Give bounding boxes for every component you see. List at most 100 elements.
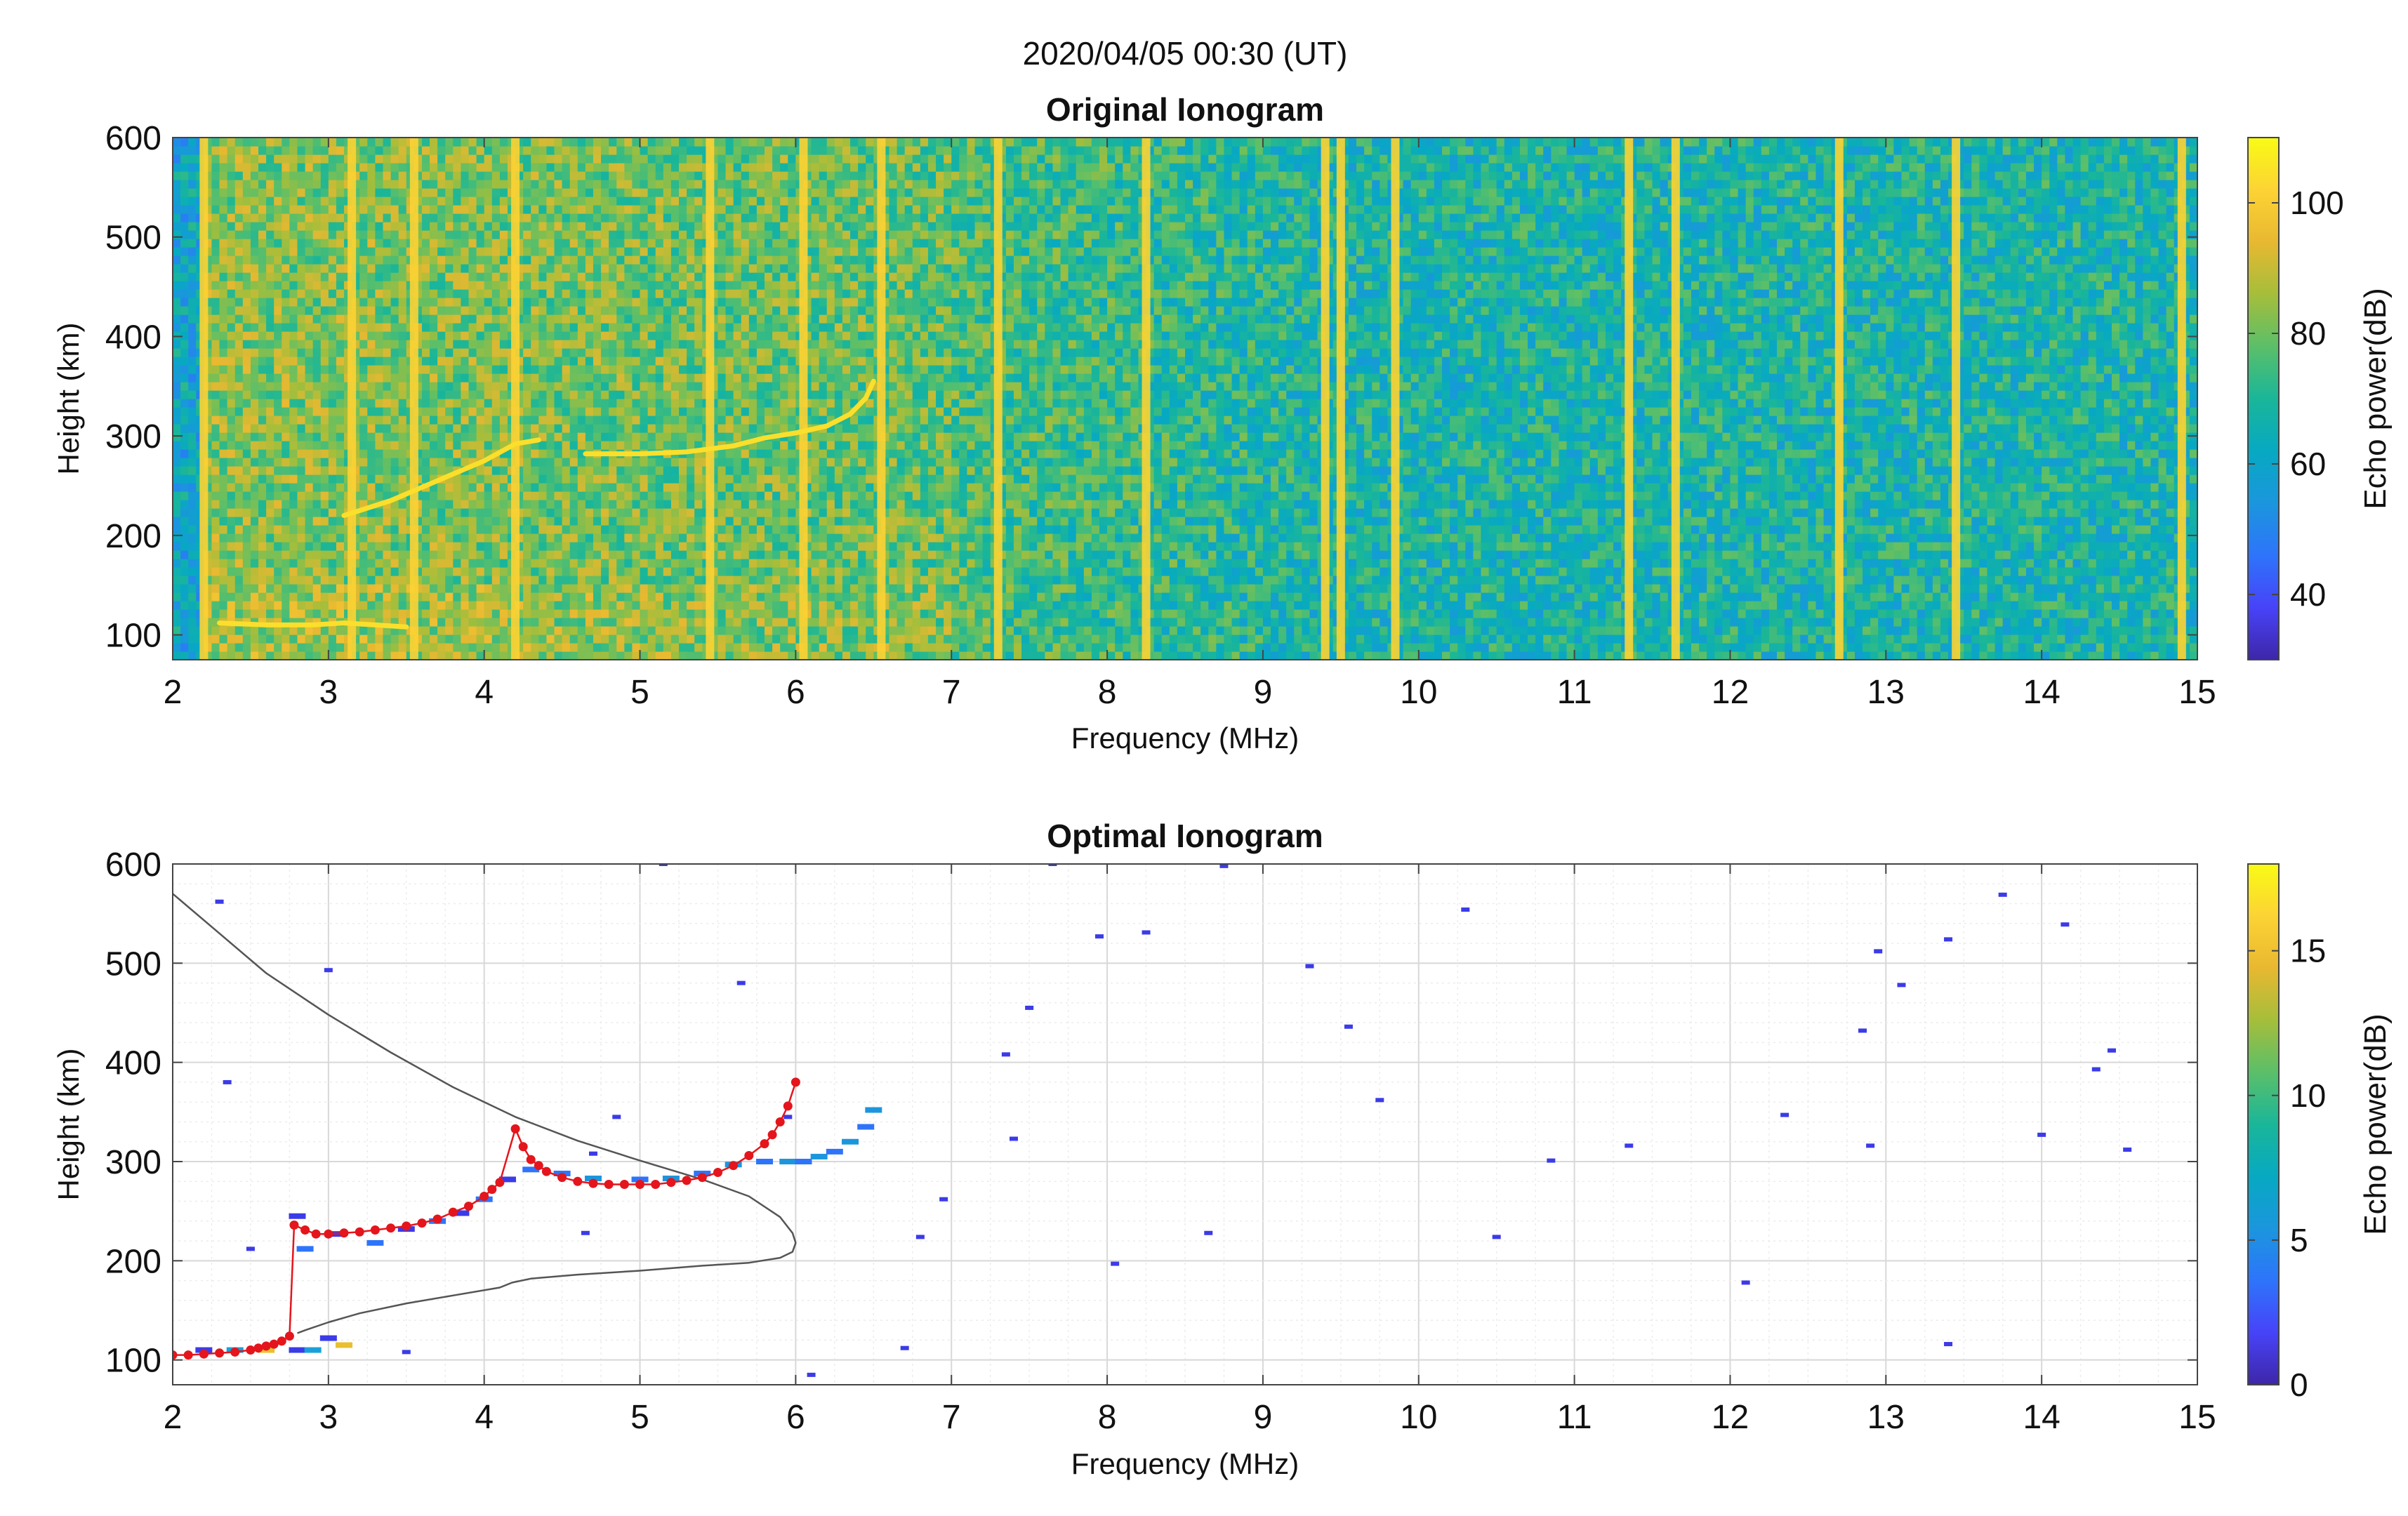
heatmap-cell [274,550,282,559]
heatmap-cell [383,550,392,559]
heatmap-cell [227,415,236,425]
heatmap-cell [383,306,392,315]
heatmap-cell [453,289,462,298]
heatmap-cell [219,281,228,290]
heatmap-cell [367,618,376,627]
heatmap-cell [601,180,609,189]
heatmap-cell [375,542,384,551]
heatmap-cell [616,601,625,610]
heatmap-cell [437,154,446,164]
heatmap-cell [398,550,407,559]
heatmap-cell [655,550,664,559]
heatmap-cell [359,399,368,408]
heatmap-cell [663,247,672,256]
heatmap-cell [687,340,695,349]
heatmap-cell [531,298,539,307]
heatmap-cell [733,390,742,399]
heatmap-cell [234,415,244,425]
heatmap-cell [297,171,306,180]
heatmap-cell [390,272,399,281]
heatmap-cell [312,533,322,543]
heatmap-cell [359,306,368,315]
heatmap-cell [297,348,306,357]
heatmap-cell [468,146,477,155]
heatmap-cell [491,373,501,383]
heatmap-cell [499,542,508,551]
heatmap-cell [312,483,322,492]
heatmap-cell [461,517,470,526]
heatmap-cell [211,146,220,155]
heatmap-cell [250,331,259,340]
heatmap-cell [624,163,633,172]
heatmap-cell [188,609,197,618]
heatmap-cell [227,331,236,340]
heatmap-cell [756,340,765,349]
heatmap-cell [437,340,446,349]
heatmap-cell [320,634,329,644]
heatmap-cell [499,298,508,307]
heatmap-cell [173,441,181,450]
heatmap-cell [640,205,649,214]
heatmap-cell [725,188,734,197]
heatmap-cell [780,449,788,458]
heatmap-cell [756,365,765,374]
heatmap-cell [266,399,274,408]
heatmap-cell [312,163,322,172]
heatmap-cell [679,365,687,374]
heatmap-cell [531,643,539,652]
heatmap-cell [663,424,672,433]
heatmap-cell [772,298,781,307]
heatmap-cell [531,626,539,635]
heatmap-cell [336,458,345,467]
heatmap-cell [453,247,462,256]
heatmap-cell [725,314,734,324]
heatmap-cell [748,331,758,340]
heatmap-cell [694,197,703,206]
heatmap-cell [445,205,454,214]
heatmap-cell [632,298,641,307]
heatmap-cell [266,483,274,492]
heatmap-cell [274,247,282,256]
heatmap-cell [491,517,501,526]
heatmap-cell [609,146,617,155]
heatmap-cell [476,197,485,206]
heatmap-cell [655,331,664,340]
heatmap-cell [305,399,314,408]
heatmap-cell [305,491,314,500]
heatmap-cell [445,517,454,526]
heatmap-cell [297,247,306,256]
heatmap-cell [748,609,758,618]
heatmap-cell [234,222,244,231]
heatmap-cell [484,281,493,290]
heatmap-cell [765,239,773,248]
heatmap-cell [173,432,181,441]
heatmap-cell [266,474,274,484]
heatmap-cell [390,634,399,644]
heatmap-cell [640,626,649,635]
heatmap-cell [282,542,290,551]
heatmap-cell [328,331,337,340]
heatmap-cell [421,331,430,340]
heatmap-cell [375,449,384,458]
heatmap-cell [336,508,345,517]
heatmap-cell [289,138,298,147]
heatmap-cell [453,415,462,425]
heatmap-cell [601,390,609,399]
heatmap-cell [383,609,392,618]
heatmap-cell [640,357,649,366]
heatmap-cell [359,230,368,239]
heatmap-cell [554,500,563,509]
heatmap-cell [679,230,687,239]
heatmap-cell [601,197,609,206]
heatmap-cell [383,533,392,543]
heatmap-cell [569,146,578,155]
heatmap-cell [461,255,470,265]
heatmap-cell [453,449,462,458]
heatmap-cell [741,592,750,601]
heatmap-cell [375,230,384,239]
heatmap-cell [282,634,290,644]
heatmap-cell [765,609,773,618]
heatmap-cell [320,222,329,231]
heatmap-cell [577,407,586,416]
heatmap-cell [663,390,672,399]
